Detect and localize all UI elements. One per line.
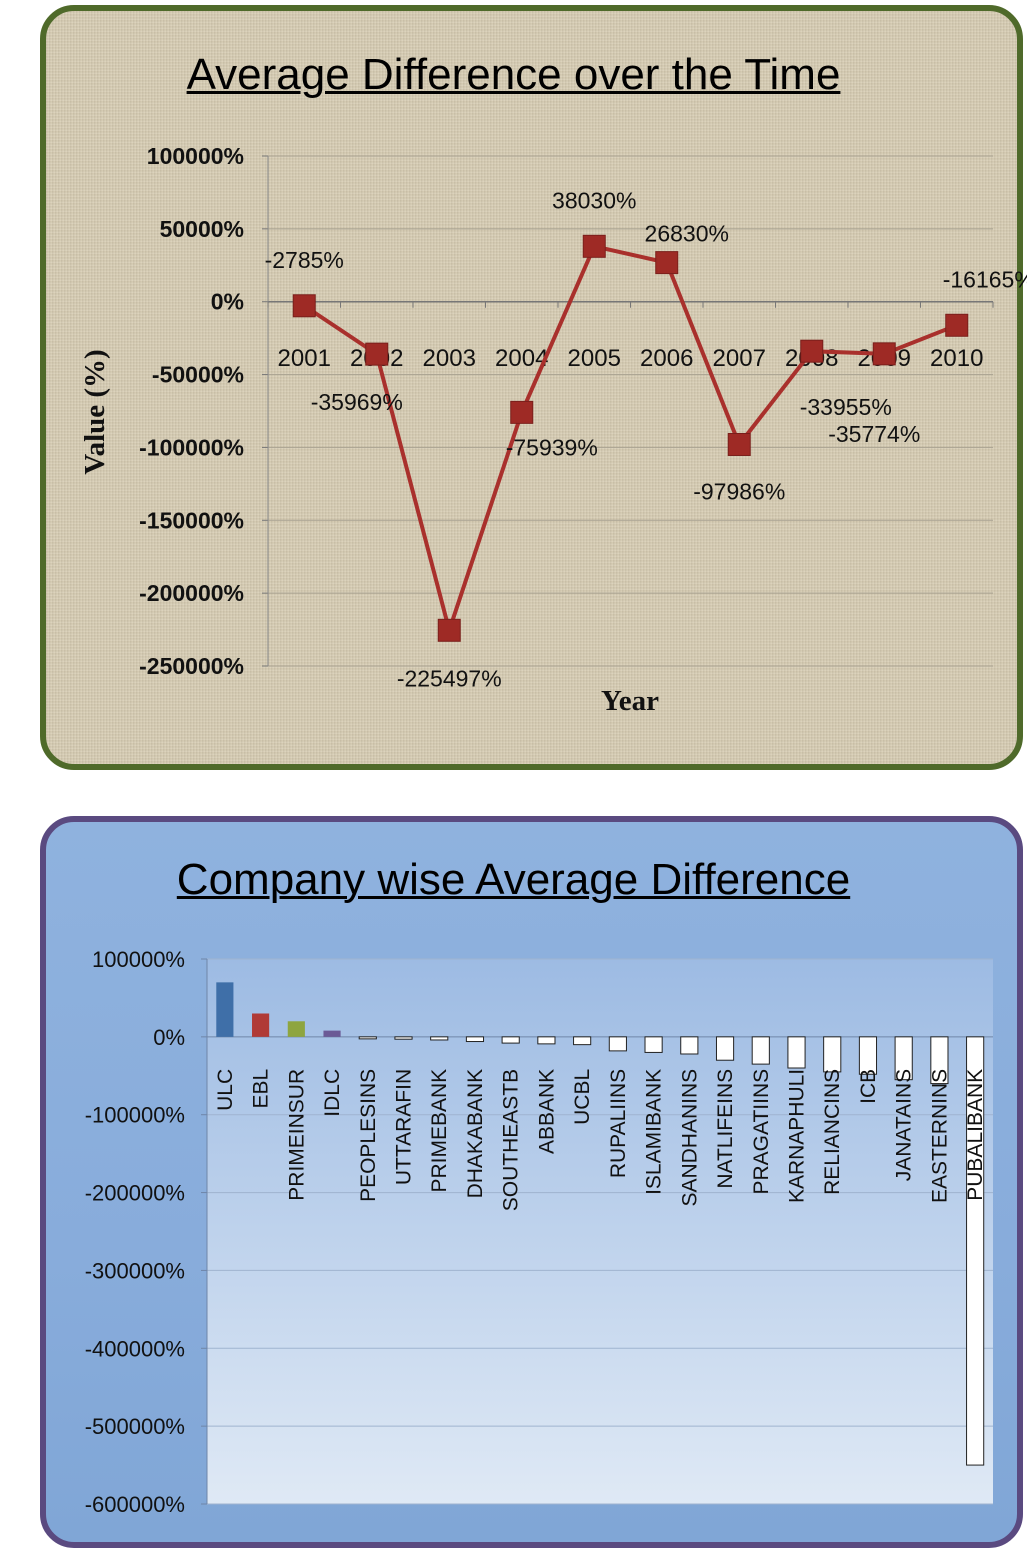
series-line — [303, 243, 958, 638]
x-tick-label: EASTERNINS — [928, 1069, 951, 1203]
bar — [465, 1036, 485, 1043]
x-tick-label: UTTARAFIN — [393, 1069, 416, 1185]
y-tick-label: -300000% — [85, 1258, 185, 1283]
data-point-marker — [437, 618, 461, 642]
x-tick-label: 2005 — [568, 345, 621, 372]
bar — [858, 1036, 878, 1075]
bar — [787, 1036, 806, 1069]
x-tick-label: 2010 — [930, 345, 983, 372]
bar — [930, 1036, 949, 1085]
x-tick-label: ISLAMIBANK — [643, 1069, 666, 1195]
bar-chart-title: Company wise Average Difference — [176, 855, 851, 904]
x-tick-label: RELIANCINS — [821, 1069, 844, 1195]
bar — [823, 1036, 842, 1073]
x-tick-label: ULC — [214, 1069, 237, 1111]
x-tick-label: PRIMEBANK — [428, 1069, 451, 1193]
x-tick-label: IDLC — [321, 1069, 344, 1117]
y-tick-label: 0% — [211, 289, 244, 315]
bar — [608, 1036, 627, 1052]
x-tick-label: PRAGATIINS — [750, 1069, 773, 1195]
y-tick-label: -600000% — [85, 1492, 185, 1517]
line-chart-title: Average Difference over the Time — [186, 50, 841, 99]
bar — [394, 1036, 413, 1040]
x-tick-label: UCBL — [571, 1069, 594, 1125]
y-tick-label: 0% — [153, 1025, 185, 1050]
x-tick-label: ABBANK — [535, 1069, 558, 1154]
bar — [537, 1036, 556, 1045]
bar — [323, 1030, 341, 1037]
x-tick-label: EBL — [250, 1069, 273, 1109]
bar — [358, 1036, 377, 1040]
x-tick-label: PEOPLESINS — [357, 1069, 380, 1202]
x-tick-label: NATLIFEINS — [714, 1069, 737, 1189]
bar — [751, 1036, 770, 1065]
x-tick-label: 2006 — [640, 345, 693, 372]
x-tick-label: PRIMEINSUR — [285, 1069, 308, 1201]
x-tick-label: DHAKABANK — [464, 1069, 487, 1199]
x-tick-label: SANDHANINS — [678, 1069, 701, 1207]
y-tick-label: -150000% — [139, 507, 244, 533]
bar — [287, 1021, 305, 1037]
x-tick-label: SOUTHEASTB — [500, 1069, 523, 1211]
bar — [715, 1036, 735, 1061]
y-tick-label: 100000% — [147, 143, 244, 169]
y-tick-label: -200000% — [85, 1181, 185, 1206]
data-label: 38030% — [552, 187, 636, 213]
data-label: -35969% — [311, 389, 403, 415]
x-axis-label: Year — [601, 685, 659, 717]
data-point-marker — [655, 251, 679, 275]
data-label: 26830% — [645, 221, 729, 247]
bar — [252, 1013, 270, 1037]
data-label: -97986% — [693, 478, 785, 504]
y-tick-label: -200000% — [139, 580, 244, 606]
data-label: -16165% — [943, 266, 1027, 292]
bar — [894, 1036, 913, 1081]
x-tick-label: JANATAINS — [893, 1069, 916, 1181]
data-point-marker — [365, 342, 389, 366]
bar — [430, 1036, 449, 1041]
data-point-marker — [872, 342, 896, 366]
x-tick-label: ICB — [857, 1069, 880, 1104]
x-tick-label: 2007 — [713, 345, 766, 372]
data-label: -2785% — [265, 247, 344, 273]
data-point-marker — [945, 313, 969, 337]
x-tick-label: PUBALIBANK — [964, 1069, 987, 1201]
data-label: -225497% — [397, 665, 502, 691]
y-tick-label: 100000% — [92, 947, 185, 972]
data-point-marker — [727, 432, 751, 456]
x-tick-label: RUPALIINS — [607, 1069, 630, 1178]
y-tick-label: -400000% — [85, 1336, 185, 1361]
data-point-marker — [292, 294, 316, 318]
y-tick-label: -100000% — [85, 1103, 185, 1128]
bar — [573, 1036, 592, 1046]
data-point-marker — [800, 339, 824, 363]
data-label: -75939% — [506, 434, 598, 460]
data-label: -35774% — [828, 421, 920, 447]
data-label: -33955% — [800, 394, 892, 420]
y-axis-label: Value (%) — [79, 349, 111, 474]
bar — [680, 1036, 699, 1055]
x-tick-label: 2001 — [278, 345, 331, 372]
bar — [644, 1036, 663, 1053]
bar — [501, 1036, 520, 1044]
y-tick-label: -500000% — [85, 1414, 185, 1439]
x-tick-label: KARNAPHULI — [786, 1069, 809, 1203]
line-chart: 100000% 50000% 0% -50000% -100000% -150000% -2… — [79, 143, 1027, 717]
y-tick-label: -100000% — [139, 434, 244, 460]
y-tick-label: 50000% — [160, 216, 244, 242]
x-tick-label: 2003 — [423, 345, 476, 372]
y-tick-label: -250000% — [139, 653, 244, 679]
bar — [216, 982, 234, 1037]
data-point-marker — [582, 234, 606, 258]
y-tick-label: -50000% — [152, 362, 244, 388]
data-point-marker — [510, 400, 534, 424]
bar — [966, 1036, 985, 1466]
